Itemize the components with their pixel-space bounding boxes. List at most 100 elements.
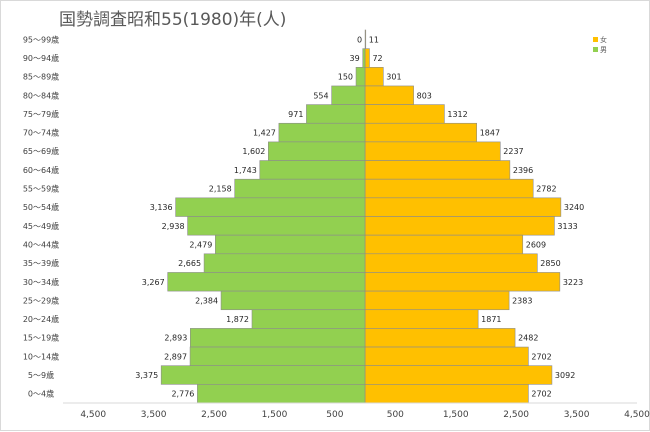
age-group-label: 45〜49歳 bbox=[23, 221, 59, 231]
data-label-female: 2702 bbox=[531, 390, 551, 399]
data-label-female: 11 bbox=[369, 35, 379, 44]
age-group-label: 20〜24歳 bbox=[23, 314, 59, 324]
x-tick-label: 2,500 bbox=[503, 410, 529, 420]
bar-male bbox=[175, 197, 366, 217]
data-label-male: 3,136 bbox=[150, 203, 173, 212]
data-label-female: 3133 bbox=[557, 222, 577, 231]
x-tick-label: 1,500 bbox=[262, 410, 288, 420]
x-tick-label: 3,500 bbox=[141, 410, 167, 420]
bar-female bbox=[364, 122, 478, 143]
legend-swatch bbox=[593, 47, 598, 52]
legend: 女男 bbox=[593, 35, 607, 54]
bar-female bbox=[364, 104, 445, 124]
age-group-label: 25〜29歳 bbox=[23, 295, 59, 305]
age-group-label: 90〜94歳 bbox=[23, 53, 59, 63]
bar-male bbox=[189, 346, 366, 366]
data-label-female: 2383 bbox=[512, 296, 532, 305]
data-label-female: 2482 bbox=[518, 334, 538, 343]
x-tick-label: 500 bbox=[387, 410, 404, 420]
age-group-label: 35〜39歳 bbox=[23, 258, 59, 268]
bar-male bbox=[187, 216, 366, 236]
data-label-male: 2,938 bbox=[162, 222, 185, 231]
bar-female bbox=[364, 67, 384, 87]
legend-label: 女 bbox=[600, 35, 607, 44]
bar-female bbox=[364, 384, 529, 404]
bar-male bbox=[362, 48, 366, 68]
bar-female bbox=[364, 346, 529, 366]
data-label-male: 2,776 bbox=[171, 390, 194, 399]
bar-female bbox=[364, 178, 534, 199]
bar-male bbox=[278, 122, 366, 143]
bar-male bbox=[259, 160, 366, 180]
bar-female bbox=[364, 197, 562, 217]
data-label-male: 554 bbox=[313, 91, 328, 100]
bar-male bbox=[215, 234, 366, 255]
data-label-male: 150 bbox=[338, 73, 353, 82]
data-label-female: 72 bbox=[372, 54, 382, 63]
bar-male bbox=[203, 253, 366, 273]
data-label-female: 2609 bbox=[526, 240, 546, 249]
data-label-female: 2237 bbox=[503, 147, 523, 156]
chart-title: 国勢調査昭和55(1980)年(人) bbox=[59, 10, 286, 30]
bar-female bbox=[364, 141, 501, 161]
age-group-label: 50〜54歳 bbox=[23, 202, 59, 212]
data-label-male: 3,375 bbox=[135, 371, 158, 380]
bar-male bbox=[190, 328, 366, 348]
age-group-label: 15〜19歳 bbox=[23, 333, 59, 343]
data-label-female: 803 bbox=[417, 91, 432, 100]
age-group-label: 75〜79歳 bbox=[23, 109, 59, 119]
data-label-female: 3223 bbox=[563, 278, 583, 287]
data-label-female: 1847 bbox=[480, 129, 500, 138]
age-group-label: 60〜64歳 bbox=[23, 165, 59, 175]
bar-female bbox=[364, 160, 511, 180]
data-label-male: 2,158 bbox=[209, 185, 232, 194]
bars bbox=[160, 29, 562, 404]
x-tick-label: 4,500 bbox=[624, 410, 650, 420]
x-tick-label: 2,500 bbox=[201, 410, 227, 420]
bar-female bbox=[364, 253, 538, 273]
x-tick-labels: 4,500 3,500 2,500 1,500 500 500 1,500 2,500 3,50… bbox=[80, 410, 650, 420]
age-group-label: 5〜9歳 bbox=[28, 370, 54, 380]
data-label-female: 2702 bbox=[531, 352, 551, 361]
bar-female bbox=[364, 48, 370, 68]
bar-female bbox=[364, 365, 553, 385]
age-group-label: 10〜14歳 bbox=[23, 351, 59, 361]
age-group-label: 40〜44歳 bbox=[23, 239, 59, 249]
data-label-male: 1,427 bbox=[253, 129, 276, 138]
age-group-label: 55〜59歳 bbox=[23, 184, 59, 194]
bar-female bbox=[364, 234, 524, 255]
data-label-female: 2396 bbox=[513, 166, 533, 175]
data-label-male: 2,897 bbox=[164, 352, 187, 361]
x-tick-label: 500 bbox=[326, 410, 343, 420]
data-label-female: 2782 bbox=[536, 185, 556, 194]
age-group-label: 30〜34歳 bbox=[23, 277, 59, 287]
bar-female bbox=[364, 290, 510, 311]
data-labels: 0 11 39 72 150 301 554 803 971 1312 1,427 1847 1,602… bbox=[135, 35, 584, 398]
x-tick-label: 3,500 bbox=[564, 410, 590, 420]
bar-male bbox=[234, 178, 366, 199]
age-group-label: 85〜89歳 bbox=[23, 72, 59, 82]
data-label-male: 0 bbox=[357, 35, 362, 44]
data-label-male: 2,384 bbox=[195, 296, 218, 305]
data-label-male: 971 bbox=[288, 110, 303, 119]
age-group-label: 0〜4歳 bbox=[28, 389, 54, 399]
bar-female bbox=[364, 29, 367, 49]
bar-female bbox=[364, 272, 561, 292]
x-tick-label: 4,500 bbox=[80, 410, 106, 420]
x-tick-label: 1,500 bbox=[443, 410, 469, 420]
bar-female bbox=[364, 85, 414, 105]
bar-male bbox=[220, 290, 366, 311]
data-label-male: 1,872 bbox=[226, 315, 249, 324]
age-labels: 95〜99歳 90〜94歳 85〜89歳 80〜84歳 75〜79歳 70〜74歳 65〜6… bbox=[23, 34, 59, 398]
legend-swatch bbox=[593, 37, 598, 42]
bar-female bbox=[364, 309, 479, 329]
bar-male bbox=[268, 141, 366, 161]
data-label-male: 2,665 bbox=[178, 259, 201, 268]
data-label-male: 1,743 bbox=[234, 166, 257, 175]
bar-male bbox=[167, 272, 366, 292]
bar-male bbox=[251, 309, 366, 329]
data-label-male: 3,267 bbox=[142, 278, 165, 287]
bar-female bbox=[364, 216, 555, 236]
data-label-male: 1,602 bbox=[242, 147, 265, 156]
